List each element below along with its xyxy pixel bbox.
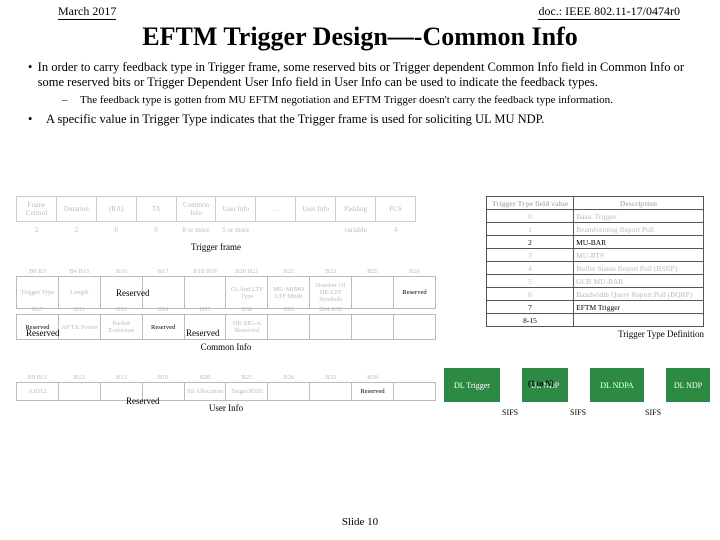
reserved-label-4: Reserved — [126, 396, 160, 406]
sub-bullet-1: –The feedback type is gotten from MU EFT… — [62, 94, 688, 106]
reserved-label-3: Reserved — [186, 328, 220, 338]
reserved-label-2: Reserved — [26, 328, 60, 338]
header-date: March 2017 — [58, 4, 116, 20]
bullet-2: •A specific value in Trigger Type indica… — [28, 112, 688, 127]
timing-diagram: DL TriggerUL NDPDL NDPADL NDP(1 to N)SIF… — [444, 368, 704, 438]
page-title: EFTM Trigger Design—-Common Info — [0, 22, 720, 52]
slide-number: Slide 10 — [0, 516, 720, 528]
bullet-1: •In order to carry feedback type in Trig… — [28, 60, 688, 90]
user-info-bits: B0 B11B12B13B19B20B25B26B32B39AID12SS Al… — [16, 374, 436, 413]
trigger-frame-table: Frame ControlDuration(RA)TACommon InfoUs… — [16, 196, 416, 252]
trigger-type-table: Trigger Type field valueDescription0Basi… — [486, 196, 704, 339]
common-info-bits-b: B27B53B53B54B57B58B63B64 B52ReservedAP T… — [16, 306, 436, 352]
header-doc: doc.: IEEE 802.11-17/0474r0 — [538, 4, 680, 20]
common-info-bits-a: B0 B3B4 B15B16B17B18 B19B20 B21B22B23B25… — [16, 268, 436, 309]
reserved-label-1: Reserved — [116, 288, 150, 298]
